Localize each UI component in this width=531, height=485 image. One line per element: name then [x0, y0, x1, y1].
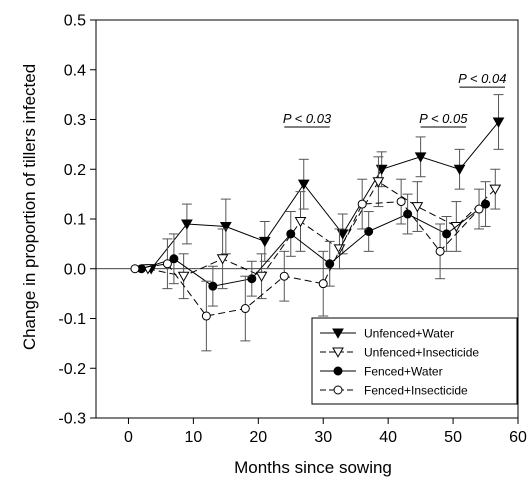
data-point: [240, 304, 250, 314]
data-point: [318, 279, 328, 289]
series-unfenced-water: [145, 94, 505, 275]
y-tick-label: 0.4: [64, 62, 86, 79]
y-tick-label: 0.2: [64, 162, 86, 179]
y-tick-label: -0.1: [58, 311, 86, 328]
data-point: [492, 117, 505, 128]
data-point: [489, 184, 502, 195]
y-tick-label: 0.3: [64, 112, 86, 129]
legend-entry: Unfenced+Insecticide: [320, 346, 479, 360]
significance-label: P < 0.04: [458, 71, 506, 86]
axis-ticks: 0 10 20 30 40 50 60 -0.3 -0.2 -0.1 0.0 0.1 0.2 0.3 0.4…: [58, 13, 527, 447]
data-point: [201, 311, 211, 321]
y-tick-label: -0.2: [58, 361, 86, 378]
data-point: [216, 254, 229, 265]
legend-marker: [332, 328, 344, 339]
data-point: [177, 271, 190, 282]
significance-label: P < 0.05: [419, 111, 468, 126]
data-point: [286, 229, 296, 239]
data-point: [219, 221, 232, 233]
data-point: [453, 164, 466, 176]
series-fenced-insecticide: [130, 178, 485, 352]
data-point: [181, 219, 193, 230]
data-point: [411, 202, 424, 213]
x-tick-label: 30: [314, 429, 332, 446]
x-tick-label: 50: [444, 429, 462, 446]
x-tick-label: 40: [379, 429, 397, 446]
x-tick-label: 20: [249, 429, 267, 446]
data-point: [333, 244, 346, 255]
legend-marker: [332, 347, 344, 358]
legend: Unfenced+Water Unfenced+Insecticide Fenced…: [311, 317, 518, 405]
data-point: [481, 199, 491, 209]
data-point: [396, 197, 406, 207]
legend-label: Unfenced+Water: [364, 327, 454, 341]
x-axis-title: Months since sowing: [234, 458, 392, 477]
data-point: [169, 254, 179, 264]
x-tick-label: 60: [509, 429, 527, 446]
data-point: [474, 204, 484, 214]
series-line: [150, 121, 499, 270]
data-point: [208, 281, 218, 291]
legend-entry: Fenced+Insecticide: [320, 384, 468, 398]
legend-label: Fenced+Water: [364, 365, 443, 379]
legend-entry: Fenced+Water: [320, 365, 443, 379]
x-tick-label: 10: [184, 429, 202, 446]
y-tick-label: 0.1: [64, 212, 86, 229]
data-point: [375, 164, 388, 176]
series-line: [134, 201, 480, 317]
y-tick-label: -0.3: [58, 411, 86, 428]
data-point: [255, 271, 268, 282]
data-point: [162, 259, 172, 269]
legend-entry: Unfenced+Water: [320, 327, 454, 341]
data-point: [294, 216, 307, 228]
legend-label: Fenced+Insecticide: [364, 384, 468, 398]
series-unfenced-insecticide: [142, 156, 502, 300]
data-point: [442, 229, 452, 239]
x-tick-label: 0: [124, 429, 133, 446]
data-point: [297, 179, 310, 190]
series-group: [130, 94, 505, 352]
legend-marker: [333, 366, 343, 376]
data-point: [279, 271, 289, 281]
data-point: [403, 209, 413, 219]
data-point: [357, 199, 367, 209]
series-fenced-water: [136, 181, 491, 307]
significance-label: P < 0.03: [283, 111, 332, 126]
y-axis-title: Change in proportion of tillers infected: [20, 64, 39, 350]
series-line: [147, 180, 496, 277]
legend-label: Unfenced+Insecticide: [364, 346, 479, 360]
data-point: [258, 236, 271, 248]
annotations-group: P < 0.03 P < 0.05 P < 0.04: [283, 71, 506, 128]
legend-box: [311, 317, 518, 405]
data-point: [414, 152, 427, 163]
data-point: [435, 246, 445, 256]
y-tick-label: 0.5: [64, 13, 86, 30]
data-point: [372, 177, 385, 188]
y-tick-label: 0.0: [64, 261, 86, 278]
data-point: [325, 259, 335, 269]
data-point: [336, 229, 349, 240]
series-line: [141, 203, 486, 287]
legend-marker: [333, 385, 343, 395]
data-point: [130, 264, 140, 274]
